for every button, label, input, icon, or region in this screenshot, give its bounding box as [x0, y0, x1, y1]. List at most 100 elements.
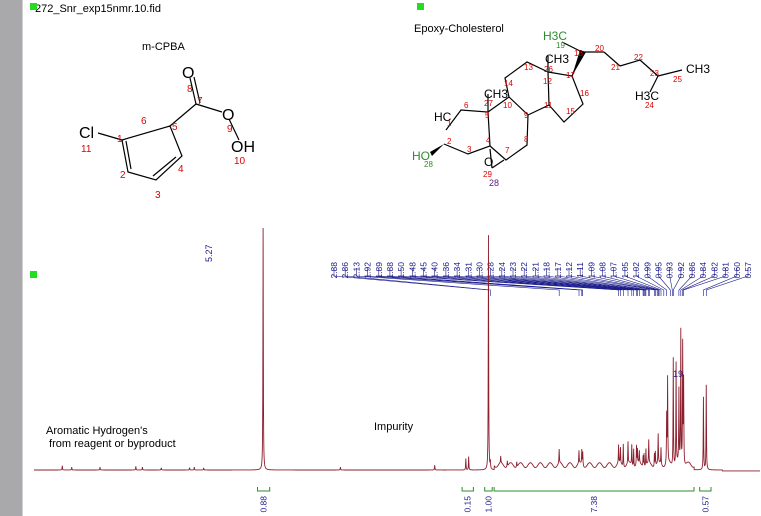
peak-label-19: 19 — [673, 369, 684, 379]
atom-number: 7 — [197, 96, 203, 107]
peak-leader — [669, 268, 673, 296]
peak-leader — [389, 268, 583, 296]
reagent-structure — [97, 76, 240, 181]
integral-group: 0.88 0.15 1.00 7.38 0.57 — [257, 487, 712, 513]
atom-number: 14 — [504, 79, 513, 88]
atom-number: 16 — [580, 89, 589, 98]
impurity-annotation: Impurity — [374, 421, 414, 433]
peak-leader — [412, 268, 621, 296]
peak-leader — [434, 268, 629, 296]
atom-number: 20 — [595, 44, 604, 53]
atom-number: 3 — [155, 190, 161, 201]
peak-leader — [680, 268, 704, 296]
atom-number: 12 — [543, 77, 552, 86]
aromatic-annotation: Aromatic Hydrogen's from reagent or bypr… — [46, 425, 176, 450]
integral-value: 0.57 — [700, 496, 710, 513]
resize-handle-top-mid[interactable] — [417, 3, 424, 10]
peak-leader — [546, 268, 649, 296]
wedge-bond — [572, 50, 586, 76]
peak-leader — [602, 268, 659, 296]
product-name: Epoxy-Cholesterol — [414, 23, 504, 35]
atom-number: 2 — [447, 137, 452, 146]
reagent-oh: OH — [231, 139, 255, 156]
group-h3c-19: H3C — [543, 29, 567, 43]
atom-number: 4 — [486, 136, 491, 145]
peak-leader — [512, 268, 645, 296]
highlight-label: 28 — [489, 178, 499, 188]
atom-number: 27 — [484, 99, 493, 108]
atom-number: 7 — [505, 146, 510, 155]
group-ch3-25: CH3 — [686, 62, 710, 76]
reagent-cl: Cl — [79, 125, 94, 142]
peak-leader — [423, 268, 624, 296]
peak-leader — [344, 268, 491, 296]
peak-leader — [683, 268, 726, 296]
atom-number: 23 — [650, 69, 659, 78]
integral-bracket — [257, 487, 271, 492]
atom-number: 29 — [483, 170, 492, 179]
peak-leader — [591, 268, 658, 296]
atom-number: 18 — [574, 49, 583, 58]
atom-number: 1 — [117, 134, 123, 145]
peak-label-527: 5.27 — [204, 244, 214, 262]
peak-leader — [682, 268, 715, 296]
peak-leader — [356, 268, 560, 296]
peak-leader — [557, 268, 650, 296]
spectrum-plot — [34, 227, 760, 472]
atom-number: 25 — [673, 75, 682, 84]
atom-number: 8 — [187, 84, 193, 95]
peak-leader — [456, 268, 634, 296]
resize-handle-left-mid[interactable] — [30, 271, 37, 278]
atom-number: 1 — [447, 119, 452, 128]
integral-value: 0.15 — [463, 496, 473, 513]
atom-number: 5 — [485, 111, 490, 120]
peak-leader — [635, 268, 665, 296]
integral-value: 7.38 — [589, 496, 599, 513]
atom-number: 11 — [544, 101, 553, 110]
integral-value: 1.00 — [484, 496, 494, 513]
peak-leader — [678, 268, 693, 296]
peak-leader — [378, 268, 583, 296]
group-ho: HO — [412, 149, 430, 163]
atom-number: 13 — [524, 63, 533, 72]
atom-number: 8 — [524, 135, 529, 144]
group-hc: HC — [434, 110, 452, 124]
integral-value: 0.88 — [259, 496, 269, 513]
peak-leader — [703, 268, 738, 296]
atom-number: 24 — [645, 101, 654, 110]
reagent-name: m-CPBA — [142, 41, 185, 53]
peak-leader — [468, 268, 637, 296]
peak-leader — [706, 268, 749, 296]
atom-number: 22 — [634, 53, 643, 62]
atom-number: 6 — [141, 116, 147, 127]
resize-handle-top-left[interactable] — [30, 3, 37, 10]
peak-leader — [479, 268, 638, 296]
peak-leader — [613, 268, 660, 296]
spectrum-panel — [22, 0, 761, 516]
atom-number: 2 — [120, 170, 126, 181]
atom-number: 26 — [544, 65, 553, 74]
spectrum-trace — [34, 227, 760, 472]
integral-bracket — [484, 487, 493, 492]
wedge-bond — [430, 144, 444, 156]
peak-leader — [400, 268, 619, 296]
atom-number: 5 — [172, 122, 178, 133]
atom-number: 11 — [81, 144, 92, 155]
peak-leader — [501, 268, 644, 296]
product-atom-numbers: 1 2 3 4 5 6 7 8 9 10 11 12 13 14 15 16 1… — [424, 41, 682, 179]
peak-label-group: 2.88 2.86 2.13 1.92 1.89 1.88 1.50 1.48 1.45 1.40… — [329, 262, 753, 296]
integral-bracket — [699, 487, 712, 492]
group-ch3-26: CH3 — [545, 52, 569, 66]
file-title: 272_Snr_exp15nmr.10.fid — [35, 3, 161, 15]
group-epoxide-o: O — [484, 155, 493, 169]
atom-number: 4 — [178, 164, 184, 175]
left-sidebar — [0, 0, 22, 516]
atom-number: 10 — [503, 101, 512, 110]
reagent-o-peroxy: O — [222, 107, 234, 124]
peak-leader — [658, 268, 671, 296]
peak-leader — [579, 268, 656, 296]
integral-bracket — [493, 487, 695, 492]
atom-number: 28 — [424, 160, 433, 169]
